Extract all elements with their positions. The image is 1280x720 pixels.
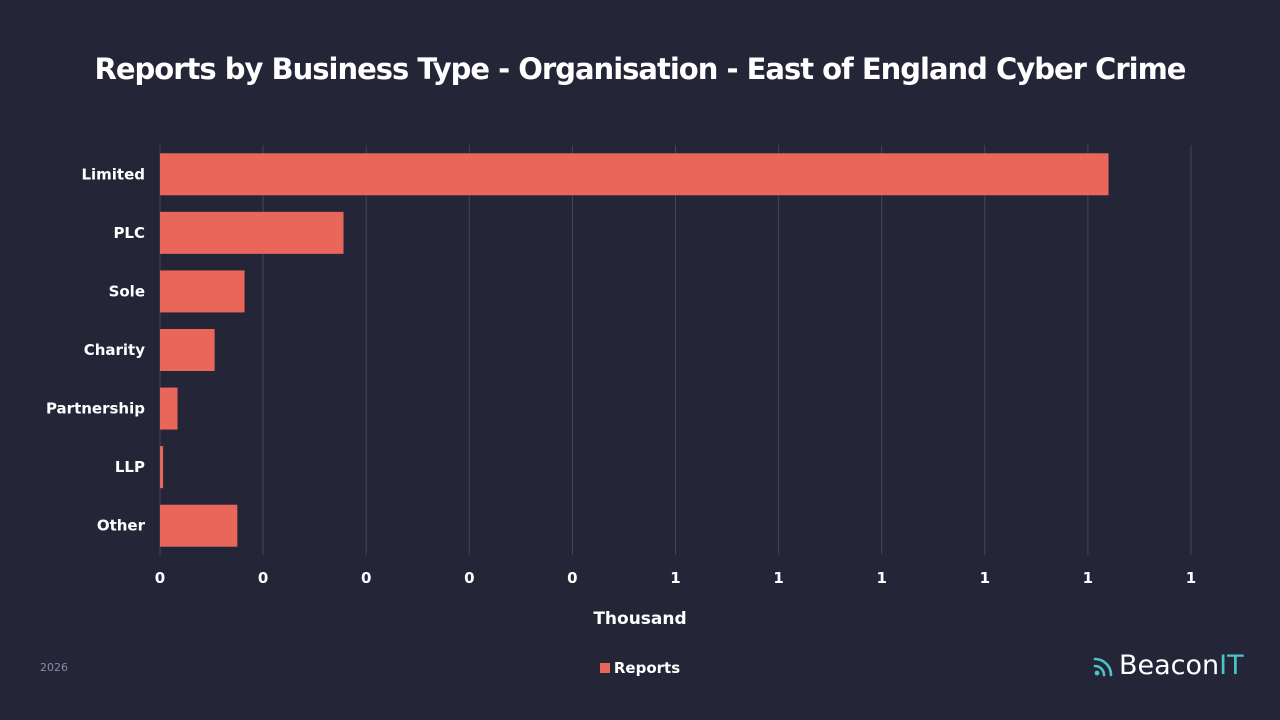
category-label: Charity xyxy=(84,341,146,359)
x-axis-title: Thousand xyxy=(593,609,686,629)
category-label: Sole xyxy=(109,282,145,300)
brand-name-part1: Beacon xyxy=(1119,650,1220,681)
x-tick-label: 0 xyxy=(567,569,577,587)
category-label: Limited xyxy=(81,165,145,183)
bars xyxy=(160,153,1109,547)
legend-label: Reports xyxy=(613,659,681,677)
x-tick-label: 0 xyxy=(258,569,268,587)
x-tick-label: 1 xyxy=(773,569,783,587)
category-label: LLP xyxy=(115,458,145,476)
category-label: PLC xyxy=(113,224,145,242)
x-tick-label: 1 xyxy=(1186,569,1196,587)
category-labels: Limited PLC Sole Charity Partnership LLP Other xyxy=(46,165,146,534)
brand-logo: Beacon IT xyxy=(1092,650,1244,681)
x-tick-label: 0 xyxy=(361,569,371,587)
legend-swatch xyxy=(599,663,610,673)
category-label: Other xyxy=(97,517,146,535)
chart-plot: Limited PLC Sole Charity Partnership LLP Other… xyxy=(46,145,1196,629)
category-label: Partnership xyxy=(46,400,145,418)
brand-name-part2: IT xyxy=(1219,650,1244,681)
grid-lines xyxy=(159,145,1192,555)
bar-other xyxy=(160,504,238,547)
x-tick-label: 0 xyxy=(155,569,165,587)
x-tick-label: 1 xyxy=(980,569,990,587)
bar-llp xyxy=(160,446,164,489)
year-label: 2026 xyxy=(40,661,68,674)
bar-limited xyxy=(160,153,1109,196)
x-tick-label: 0 xyxy=(464,569,474,587)
x-tick-labels: 0 0 0 0 0 1 1 1 1 1 1 xyxy=(155,569,1196,587)
bar-partnership xyxy=(160,387,178,430)
chart-title: Reports by Business Type - Organisation … xyxy=(94,52,1187,86)
wifi-signal-icon xyxy=(1093,657,1113,676)
x-tick-label: 1 xyxy=(1083,569,1093,587)
x-tick-label: 1 xyxy=(670,569,680,587)
bar-plc xyxy=(160,211,344,254)
bar-charity xyxy=(160,329,215,371)
bar-sole xyxy=(160,270,245,313)
legend: Reports xyxy=(0,659,1280,677)
x-tick-label: 1 xyxy=(876,569,886,587)
